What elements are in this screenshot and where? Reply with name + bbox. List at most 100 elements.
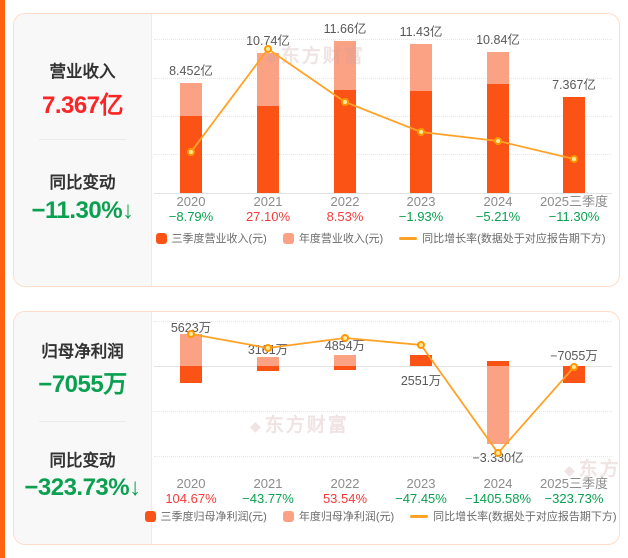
- year-label-2021: 2021: [253, 476, 283, 491]
- gridline: [154, 411, 612, 412]
- revenue-summary: 营业收入 7.367亿 同比变动 −11.30%↓: [14, 14, 152, 286]
- q3-bar-2023[interactable]: [410, 355, 432, 366]
- watermark-eastmoney: ◆东方财富: [250, 415, 349, 436]
- growth-label-2025三季度: −11.30%: [548, 209, 600, 224]
- bar-value-label-2022: 11.66亿: [323, 22, 367, 36]
- growth-label-2020: −8.79%: [168, 209, 214, 224]
- growth-dot-2025三季度[interactable]: [570, 155, 578, 163]
- gridline: [154, 116, 612, 117]
- year-label-2023: 2023: [406, 194, 436, 209]
- legend-label: 同比增长率(数据处于对应报告期下方): [422, 233, 606, 245]
- growth-dot-2023[interactable]: [417, 341, 425, 349]
- gridline: [154, 456, 612, 457]
- quarter-swatch-icon: [144, 510, 156, 522]
- legend-item-quarter-profit[interactable]: 三季度归母净利润(元): [144, 508, 267, 524]
- growth-dot-2022[interactable]: [341, 334, 349, 342]
- q3-bar-2020[interactable]: [180, 366, 202, 383]
- metric-title: 营业收入: [49, 63, 116, 81]
- change-value-text: −323.73%: [24, 474, 130, 501]
- growth-label-2021: −43.77%: [242, 491, 294, 506]
- bar-value-label-2021: 10.74亿: [246, 34, 290, 48]
- watermark-eastmoney: ◆东方财富: [564, 459, 620, 480]
- growth-label-2025三季度: −323.73%: [544, 491, 604, 506]
- annual-bar-2024[interactable]: [487, 366, 509, 444]
- year-label-2023: 2023: [406, 476, 436, 491]
- legend-item-annual-profit[interactable]: 年度归母净利润(元): [282, 508, 395, 524]
- year-label-2020: 2020: [176, 476, 206, 491]
- eastmoney-logo-icon: ◆: [250, 418, 261, 434]
- growth-label-2023: −1.93%: [398, 209, 444, 224]
- net-profit-panel: ◆东方财富 ◆东方财富 5623万2020104.67%3161万2021−43…: [13, 311, 620, 545]
- summary-divider: [39, 139, 126, 140]
- q3-bar-2025三季度[interactable]: [563, 97, 585, 193]
- growth-dot-2021[interactable]: [264, 45, 272, 53]
- q3-bar-2021[interactable]: [257, 106, 279, 193]
- growth-dot-2021[interactable]: [264, 344, 272, 352]
- growth-dot-2020[interactable]: [187, 330, 195, 338]
- growth-label-2023: −47.45%: [395, 491, 447, 506]
- legend-label: 三季度营业收入(元): [171, 233, 267, 245]
- growth-label-2021: 27.10%: [245, 209, 291, 224]
- down-arrow-icon: ↓: [129, 474, 141, 501]
- legend-item-quarter-revenue[interactable]: 三季度营业收入(元): [155, 230, 267, 246]
- metric-title: 归母净利润: [41, 343, 124, 361]
- gridline: [154, 154, 612, 155]
- zero-axis-line: [154, 366, 612, 367]
- quarter-swatch-icon: [155, 232, 167, 244]
- zero-axis-line: [154, 193, 612, 194]
- metric-value: −7055万: [38, 371, 127, 398]
- change-value: −11.30%↓: [14, 197, 151, 225]
- q3-bar-2021[interactable]: [257, 366, 279, 371]
- q3-bar-2022[interactable]: [334, 366, 356, 370]
- revenue-legend: 三季度营业收入(元) 年度营业收入(元) 同比增长率(数据处于对应报告期下方): [144, 230, 617, 246]
- bar-value-label-2025三季度: −7055万: [550, 349, 598, 363]
- change-value-text: −11.30%: [31, 197, 123, 224]
- growth-dot-2022[interactable]: [341, 98, 349, 106]
- annual-bar-2020[interactable]: [180, 334, 202, 366]
- annual-swatch-icon: [282, 232, 294, 244]
- growth-dot-2020[interactable]: [187, 148, 195, 156]
- net-profit-summary: 归母净利润 −7055万 同比变动 −323.73%↓: [14, 312, 152, 544]
- annual-bar-2022[interactable]: [334, 355, 356, 366]
- growth-line-icon: [410, 514, 429, 518]
- change-title: 同比变动: [49, 452, 116, 470]
- growth-dot-2025三季度[interactable]: [570, 363, 578, 371]
- legend-item-growth-rate[interactable]: 同比增长率(数据处于对应报告期下方): [399, 230, 605, 246]
- bar-value-label-2020: 5623万: [170, 321, 212, 335]
- legend-label: 同比增长率(数据处于对应报告期下方): [433, 511, 617, 523]
- legend-label: 年度营业收入(元): [298, 233, 384, 245]
- annual-swatch-icon: [282, 510, 294, 522]
- left-accent-bar: [0, 0, 5, 558]
- change-value: −323.73%↓: [14, 474, 151, 502]
- revenue-chart-plot[interactable]: ◆ 东方财富 8.452亿 2020 −8.79% 10.74亿 2021 27.10% 11…: [14, 14, 619, 286]
- net-profit-legend: 三季度归母净利润(元) 年度归母净利润(元) 同比增长率(数据处于对应报告期下方…: [144, 508, 617, 524]
- year-label-2024: 2024: [483, 194, 513, 209]
- legend-label: 年度归母净利润(元): [298, 511, 395, 523]
- year-label-2022: 2022: [330, 194, 360, 209]
- growth-dot-2024[interactable]: [494, 137, 502, 145]
- growth-label-2024: −5.21%: [475, 209, 521, 224]
- summary-divider: [39, 421, 126, 422]
- year-label-2020: 2020: [176, 194, 206, 209]
- growth-label-2024: −1405.58%: [464, 491, 532, 506]
- legend-label: 三季度归母净利润(元): [160, 511, 267, 523]
- gridline: [154, 321, 612, 322]
- q3-bar-2024[interactable]: [487, 361, 509, 366]
- year-label-2021: 2021: [253, 194, 283, 209]
- growth-dot-2023[interactable]: [417, 128, 425, 136]
- bar-value-label-2024: −3.330亿: [472, 451, 524, 465]
- legend-item-growth-rate[interactable]: 同比增长率(数据处于对应报告期下方): [410, 508, 616, 524]
- growth-dot-2024[interactable]: [494, 449, 502, 457]
- growth-label-2022: 53.54%: [322, 491, 368, 506]
- down-arrow-icon: ↓: [122, 197, 134, 224]
- year-label-2025三季度: 2025三季度: [540, 476, 608, 491]
- net-profit-chart-plot[interactable]: ◆东方财富 ◆东方财富 5623万2020104.67%3161万2021−43…: [14, 312, 619, 544]
- revenue-panel: ◆ 东方财富 8.452亿 2020 −8.79% 10.74亿 2021 27.10% 11…: [13, 13, 620, 287]
- legend-item-annual-revenue[interactable]: 年度营业收入(元): [282, 230, 384, 246]
- growth-line-icon: [399, 236, 418, 240]
- q3-bar-2023[interactable]: [410, 91, 432, 193]
- annual-bar-2021[interactable]: [257, 357, 279, 366]
- metric-value: 7.367亿: [41, 92, 124, 119]
- gridline: [154, 39, 612, 40]
